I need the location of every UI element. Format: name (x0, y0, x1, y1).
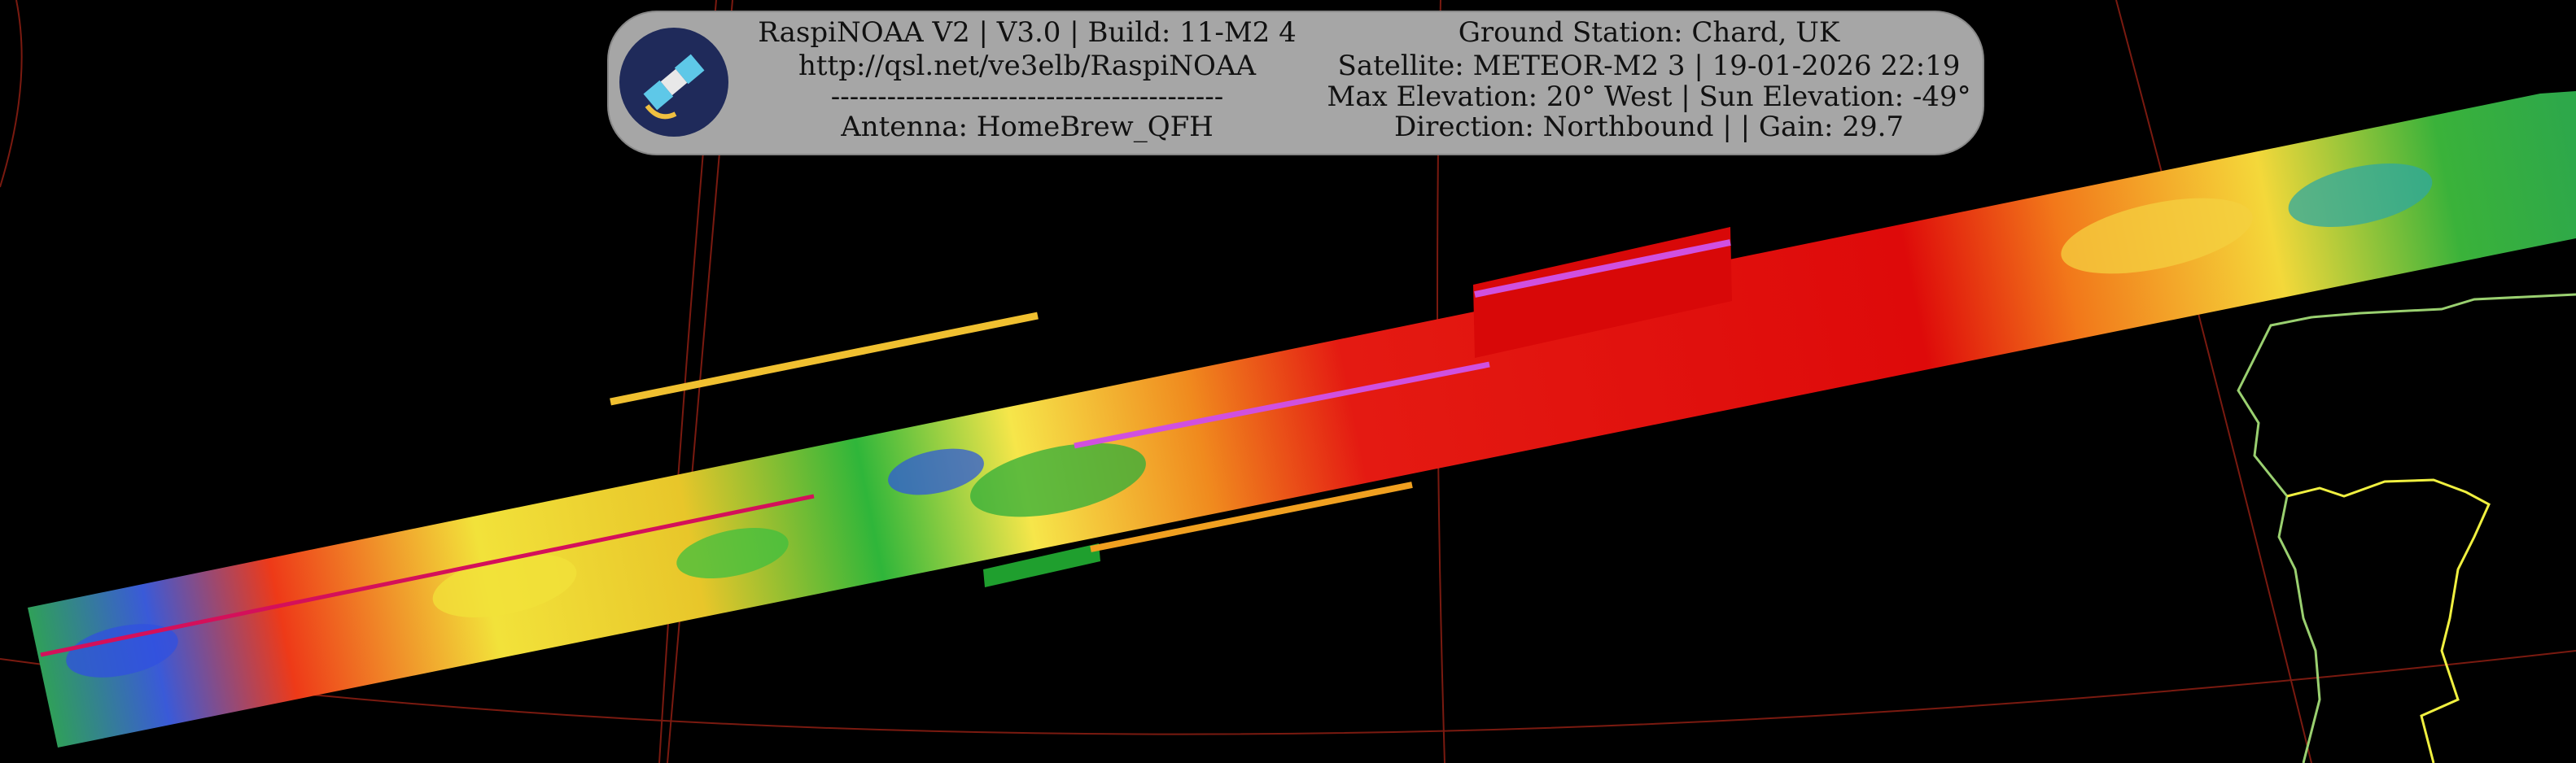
header-line: Direction: Northbound | | Gain: 29.7 (1394, 111, 1904, 143)
scan-fragment (1090, 482, 1413, 552)
image-segment (983, 543, 1100, 587)
header-line: Satellite: METEOR-M2 3 | 19-01-2026 22:1… (1338, 50, 1961, 82)
scan-fragment (610, 312, 1039, 406)
header-line: RaspiNOAA V2 | V3.0 | Build: 11-M2 4 (758, 16, 1297, 49)
header-line: http://qsl.net/ve3elb/RaspiNOAA (798, 50, 1256, 82)
header-line: Ground Station: Chard, UK (1459, 16, 1840, 49)
scan-artifact (40, 494, 815, 657)
graticule-line (2115, 0, 2312, 763)
logo (619, 28, 728, 137)
scan-artifact (1074, 361, 1490, 449)
graticule-line (0, 650, 2576, 735)
header-line: ----------------------------------------… (831, 81, 1224, 113)
graticule-line (0, 0, 23, 188)
header-line: Max Elevation: 20° West | Sun Elevation:… (1327, 81, 1970, 113)
info-box (607, 11, 1984, 155)
header-text: RaspiNOAA V2 | V3.0 | Build: 11-M2 4http… (758, 16, 1970, 143)
image-segment (1473, 227, 1732, 358)
coastline (2237, 293, 2576, 763)
header-line: Antenna: HomeBrew_QFH (840, 111, 1214, 143)
cloud-texture (66, 163, 2433, 678)
image-strip (28, 91, 2576, 748)
scan-artifact (1474, 239, 1731, 298)
border (2286, 478, 2491, 763)
